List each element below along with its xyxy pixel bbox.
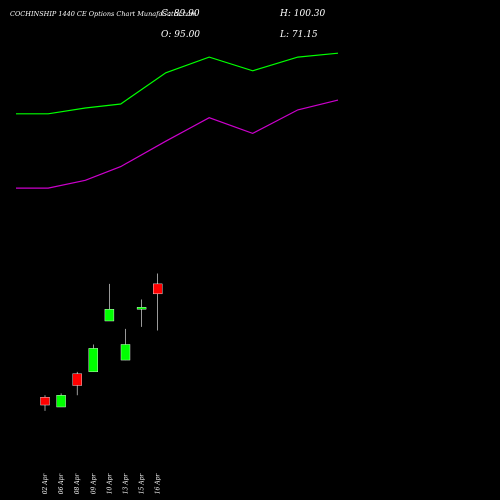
- x-tick-label: 08 Apr: [74, 473, 81, 495]
- x-tick-label: 13 Apr: [123, 473, 130, 495]
- candle-body: [72, 373, 82, 386]
- candle-body: [136, 307, 147, 310]
- close-price: C: 89.90: [161, 9, 200, 19]
- x-tick-label: 10 Apr: [106, 473, 113, 495]
- high-price: H: 100.30: [279, 9, 326, 19]
- x-tick-label: 09 Apr: [90, 473, 97, 495]
- candle-body: [56, 395, 66, 408]
- candle-body: [120, 344, 131, 361]
- candle-body: [88, 348, 99, 373]
- band-lines: [16, 52, 339, 189]
- x-tick-label: 02 Apr: [42, 473, 49, 495]
- candle-09-apr: [88, 344, 99, 373]
- candles: [40, 273, 163, 411]
- x-tick-label: 06 Apr: [58, 473, 65, 495]
- x-axis-ticks: 02 Apr 06 Apr 08 Apr 09 Apr 10 Apr 13 Apr 15 A…: [42, 473, 162, 495]
- lower-band-line: [16, 99, 339, 189]
- candle-02-apr: [40, 395, 50, 411]
- open-price: O: 95.00: [161, 30, 200, 40]
- candle-body: [40, 397, 50, 406]
- chart-title: COCHINSHIP 1440 CE Options Chart MunafaS…: [10, 10, 196, 18]
- x-tick-label: 15 Apr: [139, 473, 146, 495]
- candle-body: [104, 309, 115, 322]
- candle-08-apr: [72, 371, 82, 396]
- low-price: L: 71.15: [279, 30, 318, 40]
- candle-10-apr: [104, 283, 115, 322]
- candle-13-apr: [120, 328, 131, 361]
- candle-16-apr: [152, 273, 163, 331]
- candle-06-apr: [56, 393, 66, 408]
- candle-body: [152, 283, 163, 295]
- x-tick-label: 16 Apr: [155, 473, 162, 495]
- upper-band-line: [16, 52, 339, 115]
- candle-15-apr: [136, 299, 147, 327]
